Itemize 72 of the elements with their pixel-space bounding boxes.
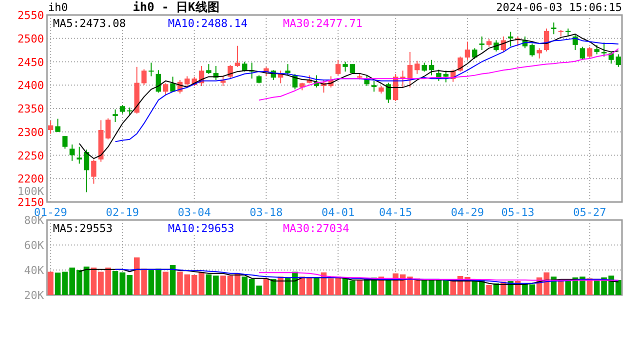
- x-tick-label: 04-01: [322, 206, 355, 219]
- text: MA5:29553: [53, 222, 113, 235]
- candlestick: [105, 118, 111, 140]
- candlestick: [530, 43, 535, 58]
- y-tick-label: 2300: [18, 126, 44, 139]
- text: MA10:29653: [168, 222, 234, 235]
- y-tick-label: 60K: [24, 239, 44, 252]
- candlestick: [508, 31, 514, 47]
- candlestick: [414, 60, 420, 74]
- candlestick: [572, 34, 578, 51]
- candlestick: [62, 136, 68, 150]
- line-series: [258, 272, 619, 281]
- candlestick: [342, 61, 348, 72]
- y-tick-label: 2150: [18, 196, 44, 209]
- text: 100K: [18, 185, 44, 198]
- candlestick: [616, 54, 622, 68]
- candlestick: [220, 75, 226, 87]
- candlestick: [228, 64, 233, 80]
- candlestick: [580, 46, 586, 60]
- x-tick-label: 04-15: [379, 206, 412, 219]
- candlestick: [371, 80, 377, 92]
- chart-title: ih0 - 日K线图: [132, 0, 220, 14]
- y-tick-label: 2200: [18, 172, 44, 186]
- y-tick-label: 2550: [18, 9, 44, 22]
- chart-subtitle: 2024-06-03 15:06:15: [496, 1, 622, 14]
- candlestick: [428, 59, 434, 76]
- candlestick: [84, 149, 90, 193]
- candlestick: [148, 62, 154, 77]
- candlestick: [234, 45, 240, 68]
- candlestick: [70, 144, 75, 162]
- y-tick-label: 40K: [24, 264, 44, 277]
- candlestick: [91, 158, 96, 184]
- y-tick-label: 2500: [18, 32, 44, 46]
- candlestick: [55, 118, 60, 132]
- text: MA30:2477.71: [283, 17, 362, 30]
- candlestick: [48, 120, 54, 134]
- candlestick: [386, 82, 392, 104]
- x-tick-label: 02-19: [106, 206, 140, 219]
- candlestick: [536, 48, 542, 59]
- text: ih0: [48, 1, 68, 14]
- text: MA30:27034: [283, 222, 350, 235]
- y-tick-label: 20K: [24, 289, 44, 302]
- candlestick: [364, 74, 370, 87]
- candlestick: [285, 64, 290, 76]
- text: MA5:2473.08: [53, 17, 126, 30]
- x-tick-label: 03-04: [178, 206, 212, 219]
- candlestick: [141, 68, 147, 86]
- candlestick: [162, 82, 168, 96]
- candlestick: [76, 146, 82, 164]
- candlestick: [601, 42, 607, 58]
- candlestick: [206, 64, 212, 74]
- candlestick: [594, 44, 600, 55]
- x-tick-label: 05-13: [501, 206, 534, 219]
- x-tick-label: 04-29: [450, 206, 484, 219]
- candlestick: [472, 48, 478, 60]
- x-tick-label: 03-18: [250, 206, 283, 219]
- candlestick: [335, 59, 341, 76]
- candlestick: [464, 41, 470, 60]
- candlestick: [479, 36, 484, 51]
- candlestick: [551, 22, 556, 35]
- y-tick-label: 2250: [18, 149, 44, 162]
- candlestick: [170, 76, 176, 92]
- y-tick-label: 2350: [18, 102, 44, 116]
- x-tick-label: 05-27: [573, 206, 606, 219]
- candlestick: [587, 46, 592, 58]
- candlestick: [458, 56, 463, 72]
- text: MA10:2488.14: [168, 17, 248, 30]
- line-series: [258, 48, 619, 101]
- y-tick-label: 2400: [18, 79, 44, 92]
- candlestick: [112, 108, 118, 123]
- y-tick-label: 2450: [18, 56, 44, 69]
- candlestick: [242, 61, 248, 72]
